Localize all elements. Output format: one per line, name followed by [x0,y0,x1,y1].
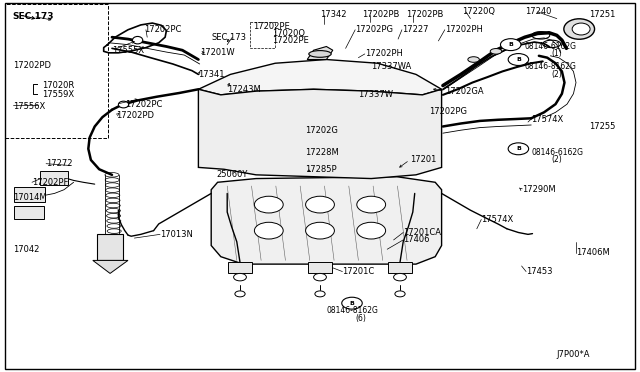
Text: 17201CA: 17201CA [403,228,441,237]
Ellipse shape [255,196,283,213]
Text: 17406: 17406 [403,235,429,244]
Text: 17272: 17272 [46,159,72,168]
Text: 17202GA: 17202GA [445,87,483,96]
Text: 25060Y: 25060Y [216,170,248,179]
Circle shape [500,39,521,51]
Ellipse shape [309,51,332,57]
Text: 17014M: 17014M [13,193,47,202]
Text: 17251: 17251 [589,10,615,19]
Text: 17559X: 17559X [42,90,74,99]
Text: (2): (2) [552,155,563,164]
Text: 17202PH: 17202PH [365,49,403,58]
Ellipse shape [395,291,405,297]
Ellipse shape [468,57,479,62]
Text: B: B [349,301,355,306]
Ellipse shape [572,23,590,35]
Text: 17574X: 17574X [481,215,513,224]
Text: 17020R: 17020R [42,81,74,90]
Text: 17202PD: 17202PD [116,111,154,120]
Ellipse shape [255,222,283,239]
Text: 17555X: 17555X [112,46,144,55]
Text: 17202PG: 17202PG [355,25,393,34]
Text: 17202PG: 17202PG [429,107,467,116]
Text: 17202PE: 17202PE [272,36,308,45]
Ellipse shape [564,19,595,39]
Ellipse shape [118,101,129,108]
Text: 17337WA: 17337WA [371,62,412,71]
Text: 17202PF: 17202PF [32,178,68,187]
Ellipse shape [357,196,385,213]
Text: 17202G: 17202G [305,126,338,135]
Text: 17202PD: 17202PD [13,61,51,70]
Bar [308,262,332,273]
Text: 17042: 17042 [13,245,39,254]
Text: 17453: 17453 [526,267,552,276]
Text: 17243M: 17243M [227,85,261,94]
Text: 17240: 17240 [525,7,551,16]
Text: 17337W: 17337W [358,90,394,99]
Text: SEC.173: SEC.173 [211,33,246,42]
Text: 17255: 17255 [589,122,615,131]
Polygon shape [211,177,442,264]
Circle shape [508,54,529,65]
Text: 08146-8162G: 08146-8162G [525,62,577,71]
Text: 17341: 17341 [198,70,225,79]
FancyBboxPatch shape [40,171,68,185]
Text: 17290M: 17290M [522,185,556,194]
Text: 17220Q: 17220Q [462,7,495,16]
Text: 08146-6162G: 08146-6162G [531,148,583,157]
Text: 17556X: 17556X [13,102,45,110]
Polygon shape [198,89,442,179]
Bar [388,262,412,273]
Bar [5,4,108,138]
Ellipse shape [132,36,143,44]
Ellipse shape [315,291,325,297]
Ellipse shape [306,222,334,239]
Circle shape [508,143,529,155]
Ellipse shape [314,273,326,281]
FancyBboxPatch shape [14,187,45,202]
Ellipse shape [357,222,385,239]
Text: 17202PC: 17202PC [125,100,162,109]
Text: B: B [516,57,521,62]
Ellipse shape [394,273,406,281]
Text: 17202PE: 17202PE [253,22,289,31]
Text: 08146-8162G: 08146-8162G [326,306,378,315]
Bar [97,234,123,260]
Text: 17202PC: 17202PC [144,25,181,34]
Ellipse shape [234,273,246,281]
FancyBboxPatch shape [14,206,44,219]
Ellipse shape [490,48,502,54]
Circle shape [342,297,362,309]
Text: 17020Q: 17020Q [272,29,305,38]
Text: 08146-6162G: 08146-6162G [525,42,577,51]
Ellipse shape [235,291,245,297]
Text: 17202PB: 17202PB [362,10,399,19]
Text: 17201W: 17201W [200,48,234,57]
Text: (1): (1) [552,49,563,58]
Polygon shape [307,46,333,60]
Text: B: B [508,42,513,47]
Text: 17574X: 17574X [531,115,563,124]
Text: 17202PB: 17202PB [406,10,444,19]
Text: (2): (2) [552,70,563,79]
Text: 17227: 17227 [402,25,428,34]
Text: 17013N: 17013N [160,230,193,239]
Text: 17201: 17201 [410,155,436,164]
Ellipse shape [306,196,334,213]
Text: J7P00*A: J7P00*A [557,350,590,359]
Text: 17202PH: 17202PH [445,25,483,34]
Polygon shape [93,260,128,273]
Text: (6): (6) [355,314,366,323]
Polygon shape [198,60,442,95]
Text: 17342: 17342 [320,10,346,19]
Text: 17228M: 17228M [305,148,339,157]
Text: B: B [516,146,521,151]
Bar [228,262,252,273]
Text: 17285P: 17285P [305,165,337,174]
Text: 17201C: 17201C [342,267,374,276]
Text: 17406M: 17406M [576,248,610,257]
Text: SEC.173: SEC.173 [13,12,54,21]
